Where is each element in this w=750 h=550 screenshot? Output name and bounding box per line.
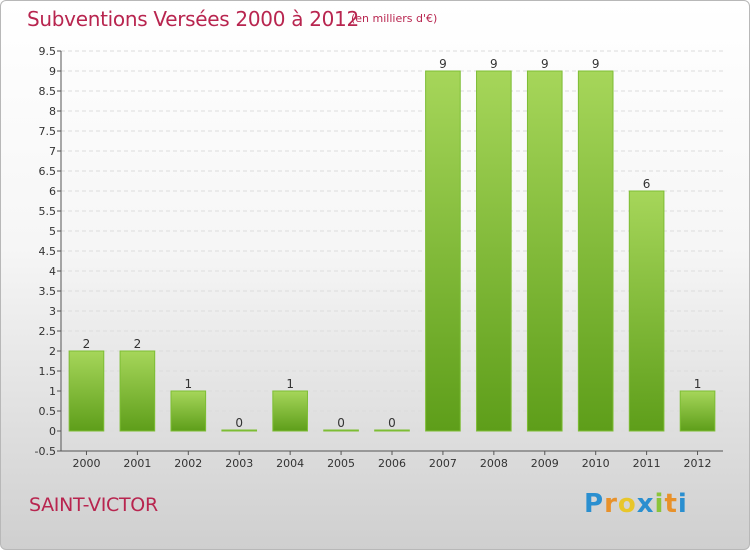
y-tick-label: 9 bbox=[49, 65, 56, 78]
bar-2009 bbox=[526, 70, 563, 432]
x-tick-label: 2005 bbox=[327, 457, 355, 470]
bar-2001 bbox=[119, 350, 156, 432]
y-tick-label: 6.5 bbox=[39, 165, 57, 178]
value-label: 0 bbox=[388, 416, 396, 430]
y-tick-label: 7.5 bbox=[39, 125, 57, 138]
logo-letter: o bbox=[617, 489, 637, 519]
value-label: 0 bbox=[337, 416, 345, 430]
y-tick-label: 5 bbox=[49, 225, 56, 238]
value-labels: 2 2 1 0 1 0 0 9 9 9 9 6 1 bbox=[83, 57, 702, 430]
value-label: 2 bbox=[83, 337, 91, 351]
bar-2005 bbox=[323, 429, 359, 432]
bar-2006 bbox=[374, 429, 410, 432]
x-tick-label: 2010 bbox=[582, 457, 610, 470]
y-tick-label: 3 bbox=[49, 305, 56, 318]
logo-letter: i bbox=[654, 489, 665, 519]
chart-title: Subventions Versées 2000 à 2012 bbox=[27, 7, 359, 31]
y-tick-label: 4.5 bbox=[39, 245, 57, 258]
logo-letter: P bbox=[584, 489, 605, 519]
bar-2003 bbox=[221, 429, 258, 432]
logo-letter: x bbox=[636, 489, 655, 519]
y-tick-label: 8 bbox=[49, 105, 56, 118]
x-tick-label: 2011 bbox=[633, 457, 661, 470]
place-name: SAINT-VICTOR bbox=[29, 494, 158, 516]
x-tick-label: 2000 bbox=[72, 457, 100, 470]
bar-2002 bbox=[170, 390, 207, 432]
value-label: 9 bbox=[490, 57, 498, 71]
x-tick-label: 2006 bbox=[378, 457, 406, 470]
bar-2010 bbox=[577, 70, 614, 432]
logo-letter: i bbox=[677, 489, 688, 519]
y-tick-label: 7 bbox=[49, 145, 56, 158]
x-tick-label: 2003 bbox=[225, 457, 253, 470]
value-label: 1 bbox=[286, 377, 294, 391]
bar-2004 bbox=[272, 390, 308, 432]
grid-lines bbox=[61, 50, 723, 452]
y-tick-labels: -0.5 0 0.5 1 1.5 2 2.5 3 3.5 4 4.5 5 5.5 6 6.5 7 7.5 8 8.5… bbox=[35, 45, 56, 458]
chart-subtitle: (en milliers d'€) bbox=[351, 12, 438, 25]
x-tick-label: 2007 bbox=[429, 457, 457, 470]
y-tick-label: 6 bbox=[49, 185, 56, 198]
y-tick-label: 9.5 bbox=[39, 45, 57, 58]
bar-2008 bbox=[476, 70, 512, 432]
y-tick-label: 8.5 bbox=[39, 85, 57, 98]
value-label: 9 bbox=[439, 57, 447, 71]
y-tick-label: 4 bbox=[49, 265, 56, 278]
x-tick-label: 2004 bbox=[276, 457, 304, 470]
value-label: 2 bbox=[134, 337, 142, 351]
value-label: 6 bbox=[643, 177, 651, 191]
value-label: 0 bbox=[235, 416, 243, 430]
bars bbox=[68, 70, 716, 432]
axes bbox=[57, 50, 723, 455]
y-tick-label: 2.5 bbox=[39, 325, 57, 338]
logo-letter: r bbox=[604, 489, 618, 519]
y-tick-label: 2 bbox=[49, 345, 56, 358]
x-tick-labels: 2000 2001 2002 2003 2004 2005 2006 2007 2008 2009… bbox=[72, 457, 711, 470]
y-tick-label: 0 bbox=[49, 425, 56, 438]
value-label: 1 bbox=[184, 377, 192, 391]
bar-2000 bbox=[68, 350, 105, 432]
y-tick-label: -0.5 bbox=[35, 445, 56, 458]
y-tick-label: 0.5 bbox=[39, 405, 57, 418]
value-label: 9 bbox=[592, 57, 600, 71]
bar-2007 bbox=[425, 70, 461, 432]
y-tick-label: 1.5 bbox=[39, 365, 57, 378]
proxiti-logo[interactable]: Proxiti bbox=[584, 489, 688, 519]
bar-2011 bbox=[628, 190, 665, 432]
value-label: 9 bbox=[541, 57, 549, 71]
x-tick-label: 2008 bbox=[480, 457, 508, 470]
x-tick-label: 2009 bbox=[531, 457, 559, 470]
bar-2012 bbox=[679, 390, 716, 432]
value-label: 1 bbox=[694, 377, 702, 391]
x-tick-label: 2001 bbox=[123, 457, 151, 470]
x-tick-label: 2012 bbox=[684, 457, 712, 470]
y-tick-label: 1 bbox=[49, 385, 56, 398]
x-tick-label: 2002 bbox=[174, 457, 202, 470]
logo-letter: t bbox=[664, 489, 678, 519]
y-tick-label: 5.5 bbox=[39, 205, 57, 218]
y-tick-label: 3.5 bbox=[39, 285, 57, 298]
